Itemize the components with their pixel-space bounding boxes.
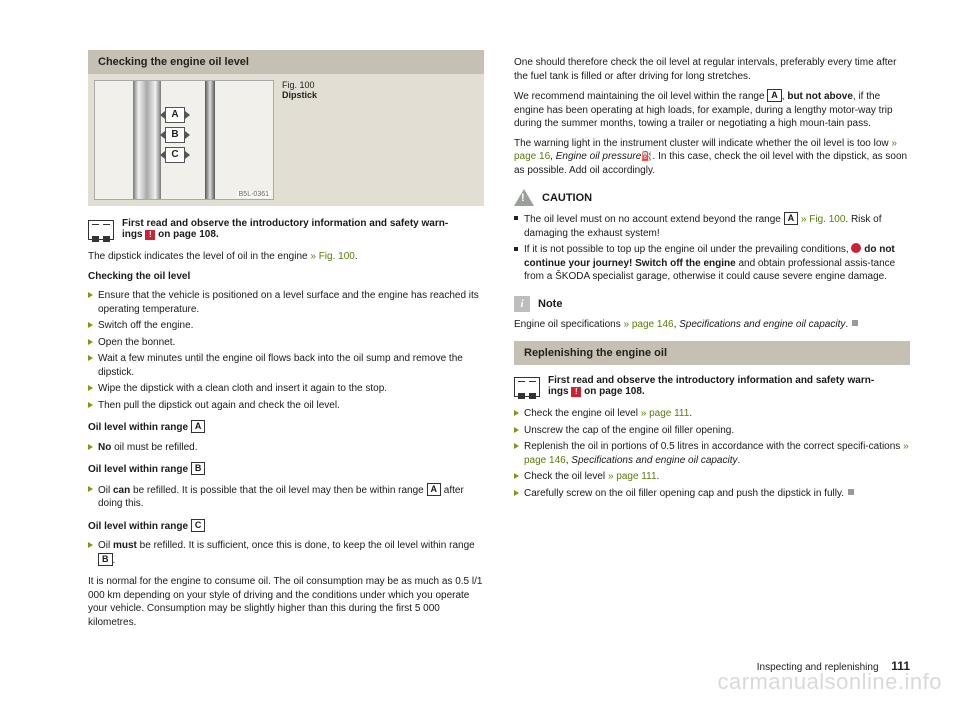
check-steps-list: Ensure that the vehicle is positioned on… (88, 289, 484, 412)
list-item: Replenish the oil in portions of 0.5 lit… (514, 440, 910, 467)
dipstick-figure: A B C B5L-0361 (94, 80, 274, 200)
link-page111[interactable]: » page 111 (641, 408, 690, 419)
section-title-bar: Replenishing the engine oil (514, 341, 910, 365)
list-item: Wipe the dipstick with a clean cloth and… (88, 382, 484, 396)
note-heading: i Note (514, 296, 910, 312)
read-first-text: First read and observe the introductory … (122, 218, 448, 240)
book-icon (514, 377, 540, 397)
list-item: Wait a few minutes until the engine oil … (88, 352, 484, 379)
list-item: Carefully screw on the oil filler openin… (514, 487, 910, 501)
list-item: Check the oil level » page 111. (514, 470, 910, 484)
list-item: Oil can be refilled. It is possible that… (88, 483, 484, 511)
left-column: Checking the engine oil level A B C B5L-… (88, 50, 484, 635)
marker-b: B (165, 127, 185, 143)
paragraph: One should therefore check the oil level… (514, 56, 910, 83)
warning-icon: ! (145, 230, 155, 240)
paragraph: We recommend maintaining the oil level w… (514, 89, 910, 131)
stop-icon (851, 243, 861, 253)
paragraph: The warning light in the instrument clus… (514, 137, 910, 178)
dipstick-rod-graphic (205, 80, 215, 200)
end-of-section-icon (852, 320, 858, 326)
figure-label: Fig. 100 Dipstick (282, 80, 317, 200)
paragraph: Engine oil specifications » page 146, Sp… (514, 318, 910, 332)
caution-label: CAUTION (542, 192, 592, 204)
read-first-text: First read and observe the introductory … (548, 375, 874, 397)
figure-caption: Dipstick (282, 90, 317, 100)
figure-credit: B5L-0361 (237, 191, 271, 198)
note-label: Note (538, 298, 562, 310)
link-page111[interactable]: » page 111 (608, 471, 657, 482)
range-box-a: A (784, 212, 799, 225)
book-icon (88, 220, 114, 240)
link-fig100[interactable]: » Fig. 100 (798, 214, 845, 225)
paragraph: The dipstick indicates the level of oil … (88, 250, 484, 264)
watermark: carmanualsonline.info (717, 669, 942, 695)
list-item: Open the bonnet. (88, 336, 484, 350)
right-column: One should therefore check the oil level… (514, 50, 910, 635)
caution-heading: CAUTION (514, 189, 910, 206)
read-first-note: First read and observe the introductory … (88, 218, 484, 240)
list-item: Unscrew the cap of the engine oil filler… (514, 424, 910, 438)
oil-pressure-icon: ⛽ (641, 151, 652, 161)
caution-list: The oil level must on no account extend … (514, 212, 910, 284)
range-box-a: A (427, 483, 442, 496)
range-box-c: C (191, 519, 206, 532)
link-page146[interactable]: » page 146 (624, 319, 674, 330)
warning-icon: ! (571, 387, 581, 397)
subheading: Oil level within range C (88, 519, 484, 534)
list-item: Then pull the dipstick out again and che… (88, 399, 484, 413)
list-item: Ensure that the vehicle is positioned on… (88, 289, 484, 316)
subheading: Checking the oil level (88, 270, 484, 284)
replenish-steps-list: Check the engine oil level » page 111. U… (514, 407, 910, 500)
figure-frame: A B C B5L-0361 Fig. 100 Dipstick (88, 74, 484, 206)
marker-a: A (165, 107, 185, 123)
list-item: Switch off the engine. (88, 319, 484, 333)
link-fig100[interactable]: » Fig. 100 (310, 251, 354, 262)
read-first-note: First read and observe the introductory … (514, 375, 910, 397)
range-box-a: A (191, 420, 206, 433)
list-item: The oil level must on no account extend … (514, 212, 910, 240)
paragraph: It is normal for the engine to consume o… (88, 575, 484, 629)
caution-icon (514, 189, 534, 206)
range-box-a: A (767, 89, 782, 102)
list-item: Check the engine oil level » page 111. (514, 407, 910, 421)
dipstick-tube-graphic (133, 80, 161, 200)
note-icon: i (514, 296, 530, 312)
range-box-b: B (191, 462, 206, 475)
subheading: Oil level within range B (88, 462, 484, 477)
list-item: Oil must be refilled. It is sufficient, … (88, 539, 484, 567)
list-item: No oil must be refilled. (88, 441, 484, 455)
marker-c: C (165, 147, 185, 163)
range-box-b: B (98, 553, 113, 566)
page: Checking the engine oil level A B C B5L-… (0, 0, 960, 665)
end-of-section-icon (848, 489, 854, 495)
subheading: Oil level within range A (88, 420, 484, 435)
figure-number: Fig. 100 (282, 80, 317, 90)
section-title-bar: Checking the engine oil level (88, 50, 484, 74)
list-item: If it is not possible to top up the engi… (514, 243, 910, 284)
